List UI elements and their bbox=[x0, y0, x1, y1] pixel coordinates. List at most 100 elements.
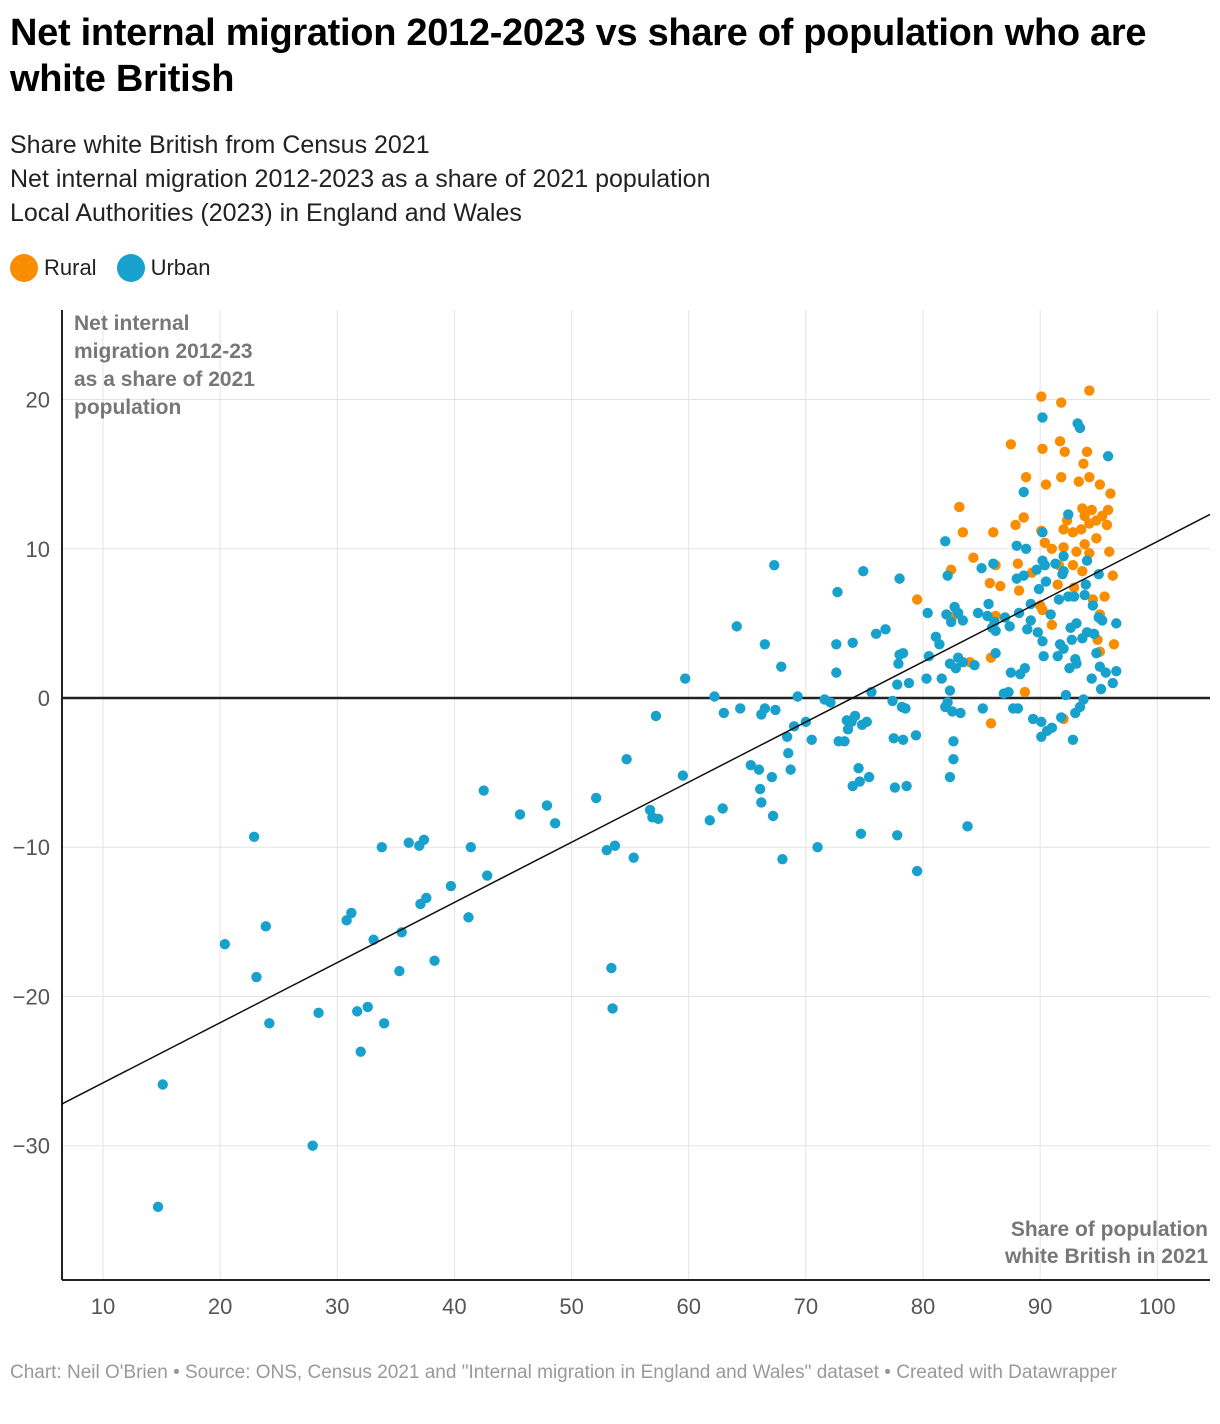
data-point-urban bbox=[1086, 673, 1097, 684]
data-point-urban bbox=[923, 651, 935, 662]
data-point-urban bbox=[1031, 564, 1042, 575]
data-point-urban bbox=[1100, 667, 1111, 678]
y-tick-label: −20 bbox=[13, 984, 50, 1009]
data-point-rural bbox=[957, 527, 969, 538]
data-point-rural bbox=[985, 718, 997, 729]
data-point-urban bbox=[903, 677, 915, 689]
data-point-urban bbox=[251, 971, 262, 983]
data-point-urban bbox=[950, 662, 961, 674]
x-tick-label: 30 bbox=[325, 1294, 349, 1319]
x-tick-label: 60 bbox=[676, 1294, 700, 1319]
data-point-rural bbox=[1079, 510, 1090, 522]
data-point-urban bbox=[942, 697, 953, 708]
data-point-urban bbox=[888, 733, 899, 744]
trend-line bbox=[61, 513, 1211, 1105]
chart-subtitle: Share white British from Census 2021 Net… bbox=[10, 128, 710, 230]
data-point-rural bbox=[1084, 385, 1095, 396]
data-point-urban bbox=[847, 637, 858, 648]
data-point-urban bbox=[962, 821, 973, 832]
data-point-urban bbox=[921, 673, 932, 684]
data-point-urban bbox=[680, 673, 691, 684]
data-point-urban bbox=[982, 610, 993, 622]
data-point-urban bbox=[776, 661, 787, 672]
data-point-urban bbox=[248, 831, 260, 842]
subtitle-line-2: Net internal migration 2012-2023 as a sh… bbox=[10, 165, 711, 193]
data-point-rural bbox=[1067, 559, 1079, 571]
data-point-rural bbox=[1056, 471, 1067, 483]
legend-swatch-urban bbox=[116, 254, 145, 282]
data-point-urban bbox=[1039, 559, 1051, 571]
data-point-urban bbox=[911, 865, 923, 877]
data-point-urban bbox=[1078, 694, 1089, 705]
data-point-urban bbox=[1027, 713, 1039, 725]
data-point-rural bbox=[1071, 546, 1082, 557]
data-point-urban bbox=[990, 625, 1001, 637]
data-point-urban bbox=[1025, 598, 1036, 610]
data-point-urban bbox=[897, 734, 909, 745]
data-point-urban bbox=[777, 853, 788, 865]
data-point-urban bbox=[601, 845, 612, 856]
data-point-urban bbox=[621, 753, 632, 765]
data-point-rural bbox=[984, 577, 995, 589]
data-point-urban bbox=[948, 736, 959, 747]
data-point-urban bbox=[853, 762, 864, 774]
data-point-urban bbox=[944, 771, 956, 783]
data-point-urban bbox=[756, 797, 767, 808]
data-point-rural bbox=[1013, 585, 1025, 596]
x-axis-label: Share of population bbox=[1011, 1218, 1208, 1241]
data-point-urban bbox=[718, 707, 730, 719]
data-point-rural bbox=[1020, 471, 1032, 483]
data-point-urban bbox=[541, 800, 553, 811]
y-tick-label: −10 bbox=[13, 835, 50, 860]
data-point-urban bbox=[607, 1003, 618, 1014]
data-point-urban bbox=[983, 598, 994, 610]
data-point-urban bbox=[759, 703, 771, 714]
data-point-rural bbox=[1037, 443, 1048, 454]
data-point-urban bbox=[463, 912, 474, 923]
data-point-rural bbox=[1036, 391, 1047, 402]
data-point-rural bbox=[1018, 512, 1029, 523]
legend-label-rural: Rural bbox=[44, 255, 97, 280]
data-point-urban bbox=[988, 558, 999, 569]
data-point-urban bbox=[897, 648, 909, 659]
data-point-urban bbox=[264, 1018, 275, 1029]
data-point-urban bbox=[745, 759, 756, 771]
data-point-urban bbox=[936, 673, 947, 684]
data-point-urban bbox=[759, 639, 771, 650]
data-point-rural bbox=[1046, 619, 1058, 631]
data-point-urban bbox=[1036, 716, 1047, 728]
x-tick-label: 90 bbox=[1028, 1294, 1052, 1319]
data-point-urban bbox=[1037, 412, 1048, 423]
data-point-urban bbox=[1111, 618, 1122, 629]
data-point-urban bbox=[396, 927, 407, 938]
data-point-urban bbox=[1088, 628, 1100, 640]
data-point-urban bbox=[1107, 677, 1118, 689]
data-point-urban bbox=[1046, 722, 1058, 734]
data-point-rural bbox=[1105, 488, 1116, 499]
data-point-urban bbox=[1019, 662, 1031, 674]
data-point-urban bbox=[346, 907, 357, 919]
data-point-urban bbox=[717, 803, 728, 814]
data-point-urban bbox=[892, 830, 903, 841]
y-tick-label: 20 bbox=[26, 388, 50, 413]
data-point-rural bbox=[1097, 510, 1108, 522]
data-point-urban bbox=[1071, 618, 1082, 629]
data-point-urban bbox=[955, 707, 966, 719]
data-point-rural bbox=[1058, 524, 1069, 535]
data-point-urban bbox=[1037, 636, 1048, 647]
data-point-urban bbox=[942, 570, 953, 581]
data-point-urban bbox=[1068, 591, 1080, 602]
data-point-urban bbox=[854, 776, 865, 787]
data-point-urban bbox=[839, 736, 850, 747]
data-point-urban bbox=[1081, 555, 1093, 566]
x-tick-label: 40 bbox=[442, 1294, 466, 1319]
data-point-urban bbox=[418, 834, 430, 845]
data-point-urban bbox=[858, 565, 869, 577]
data-point-rural bbox=[988, 527, 999, 538]
data-point-urban bbox=[941, 609, 952, 620]
data-point-urban bbox=[887, 695, 898, 707]
data-point-urban bbox=[957, 656, 969, 668]
legend: Rural Urban bbox=[10, 254, 231, 282]
data-point-urban bbox=[341, 915, 352, 926]
data-point-urban bbox=[1071, 658, 1082, 669]
